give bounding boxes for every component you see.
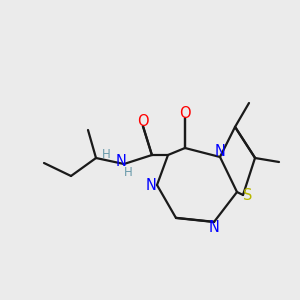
Text: O: O [179,106,191,121]
Text: S: S [243,188,253,202]
Text: N: N [146,178,156,193]
Text: O: O [137,115,149,130]
Text: N: N [214,145,225,160]
Text: N: N [116,154,126,169]
Text: H: H [124,167,132,179]
Text: H: H [102,148,110,160]
Text: N: N [208,220,219,236]
